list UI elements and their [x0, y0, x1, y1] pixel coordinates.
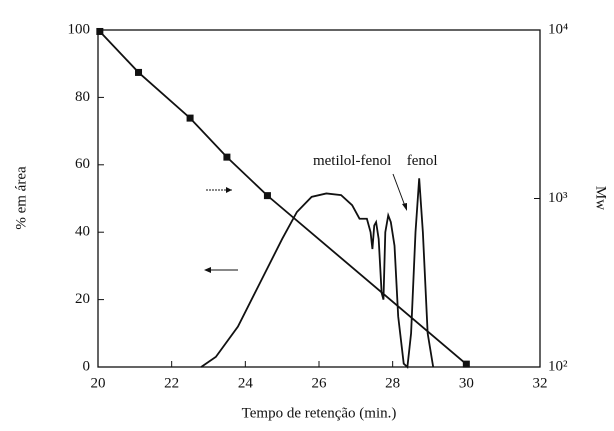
marker	[96, 27, 104, 35]
y-tick-label: 80	[75, 89, 90, 105]
x-tick-label: 22	[164, 375, 179, 391]
marker	[263, 192, 271, 200]
x-tick-label: 32	[533, 375, 548, 391]
y2-tick-label: 10⁴	[548, 21, 568, 37]
y-tick-label: 0	[83, 358, 91, 374]
annotation: metilol-fenol	[313, 153, 391, 169]
y-tick-label: 40	[75, 224, 90, 240]
arrow-right	[206, 187, 232, 193]
x-tick-label: 30	[459, 375, 474, 391]
annotation-arrow	[392, 173, 407, 211]
line	[200, 178, 435, 369]
marker	[223, 153, 231, 161]
annotation: fenol	[407, 153, 438, 169]
marker	[135, 68, 143, 76]
arrow-left	[204, 267, 238, 273]
y-tick-label: 20	[75, 291, 90, 307]
x-tick-label: 26	[312, 375, 328, 391]
marker	[462, 360, 470, 368]
x-tick-label: 24	[238, 375, 254, 391]
marker	[186, 114, 194, 122]
y2-tick-label: 10³	[548, 190, 568, 206]
x-axis-label: Tempo de retenção (min.)	[242, 405, 397, 421]
y-axis-label: % em área	[13, 166, 29, 230]
y-tick-label: 100	[68, 21, 91, 37]
y2-axis-label: Mw	[593, 186, 609, 210]
y-tick-label: 60	[75, 156, 90, 172]
y2-tick-label: 10²	[548, 358, 568, 374]
plot-frame	[97, 29, 541, 368]
line	[99, 30, 467, 365]
x-tick-label: 28	[385, 375, 400, 391]
x-tick-label: 20	[91, 375, 106, 391]
